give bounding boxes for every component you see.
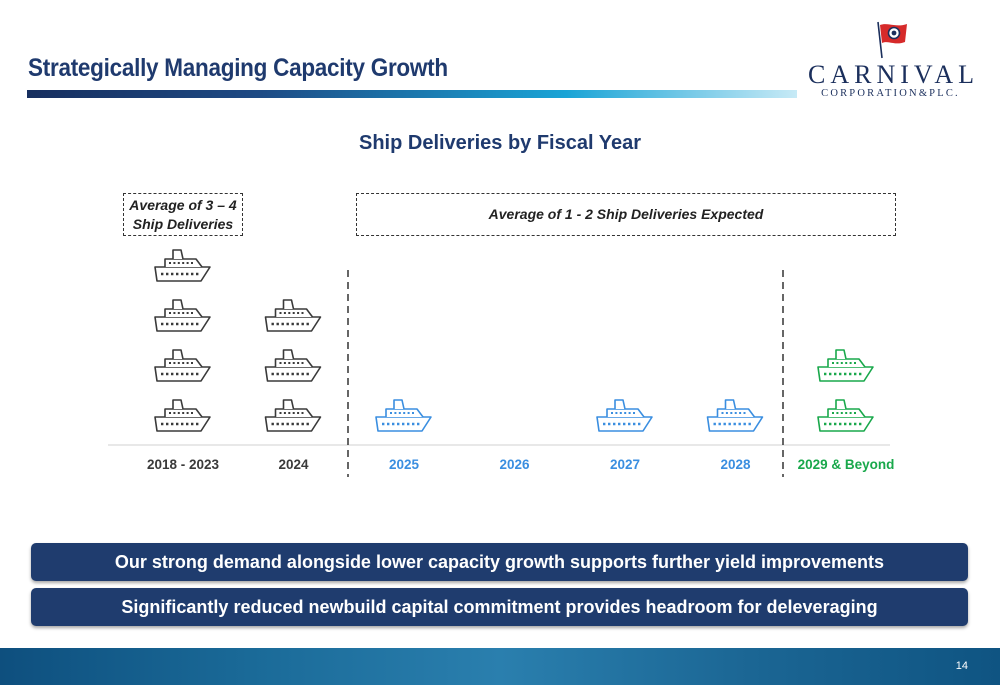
logo-subtext: CORPORATION&PLC. bbox=[821, 88, 960, 99]
footer-band bbox=[0, 648, 1000, 685]
carnival-logo: CARNIVAL CORPORATION&PLC. bbox=[808, 20, 979, 100]
ship-icon-0-3 bbox=[153, 248, 212, 283]
ship-delivery-chart: 2018 - 2023 2024 2025 2026 2027 2028 2029 & Be… bbox=[108, 248, 895, 477]
key-message-capital: Significantly reduced newbuild capital c… bbox=[31, 588, 968, 626]
category-label-3: 2026 bbox=[499, 457, 530, 472]
category-label-4: 2027 bbox=[610, 457, 640, 472]
ship-icon-2-0 bbox=[374, 398, 433, 433]
category-label-2: 2025 bbox=[389, 457, 420, 472]
ship-icon-5-0 bbox=[706, 398, 764, 433]
ship-icon-4-0 bbox=[595, 398, 654, 433]
slide-title: Strategically Managing Capacity Growth bbox=[28, 54, 448, 82]
ship-icon-6-0 bbox=[816, 398, 875, 433]
callout-historic-average: Average of 3 – 4 Ship Deliveries bbox=[123, 193, 243, 236]
flag-icon bbox=[877, 21, 907, 59]
ship-icon-0-2 bbox=[153, 298, 212, 333]
chart-title: Ship Deliveries by Fiscal Year bbox=[358, 132, 641, 154]
category-label-6: 2029 & Beyond bbox=[798, 457, 895, 472]
category-label-1: 2024 bbox=[278, 457, 309, 472]
ship-icon-0-0 bbox=[153, 398, 212, 433]
title-underline bbox=[27, 90, 797, 98]
category-label-0: 2018 - 2023 bbox=[147, 457, 220, 472]
ship-icon-0-1 bbox=[153, 348, 212, 383]
ship-icon-1-2 bbox=[264, 298, 322, 333]
ship-icon-1-1 bbox=[264, 348, 322, 383]
category-label-5: 2028 bbox=[720, 457, 751, 472]
page-number: 14 bbox=[955, 660, 968, 672]
ship-icon-6-1 bbox=[816, 348, 875, 383]
logo-wordmark: CARNIVAL bbox=[808, 60, 979, 89]
callout-expected-average: Average of 1 - 2 Ship Deliveries Expecte… bbox=[356, 193, 896, 236]
ship-icon-1-0 bbox=[264, 398, 322, 433]
key-message-demand: Our strong demand alongside lower capaci… bbox=[31, 543, 968, 581]
